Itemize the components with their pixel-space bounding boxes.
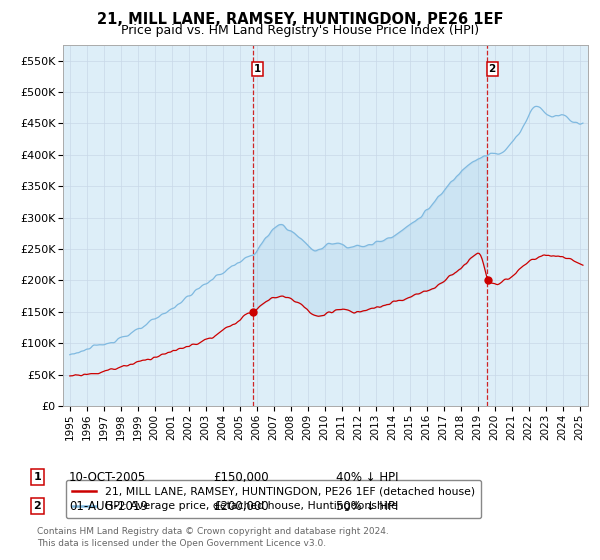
Text: £200,000: £200,000 [213,500,269,513]
Legend: 21, MILL LANE, RAMSEY, HUNTINGDON, PE26 1EF (detached house), HPI: Average price: 21, MILL LANE, RAMSEY, HUNTINGDON, PE26 … [66,480,481,518]
Text: 2: 2 [34,501,41,511]
Text: 40% ↓ HPI: 40% ↓ HPI [336,470,398,484]
Text: 01-AUG-2019: 01-AUG-2019 [69,500,148,513]
Text: Contains HM Land Registry data © Crown copyright and database right 2024.
This d: Contains HM Land Registry data © Crown c… [37,527,389,548]
Text: £150,000: £150,000 [213,470,269,484]
Text: 50% ↓ HPI: 50% ↓ HPI [336,500,398,513]
Text: 1: 1 [254,64,262,74]
Text: 2: 2 [488,64,496,74]
Text: Price paid vs. HM Land Registry's House Price Index (HPI): Price paid vs. HM Land Registry's House … [121,24,479,37]
Text: 10-OCT-2005: 10-OCT-2005 [69,470,146,484]
Text: 21, MILL LANE, RAMSEY, HUNTINGDON, PE26 1EF: 21, MILL LANE, RAMSEY, HUNTINGDON, PE26 … [97,12,503,27]
Text: 1: 1 [34,472,41,482]
